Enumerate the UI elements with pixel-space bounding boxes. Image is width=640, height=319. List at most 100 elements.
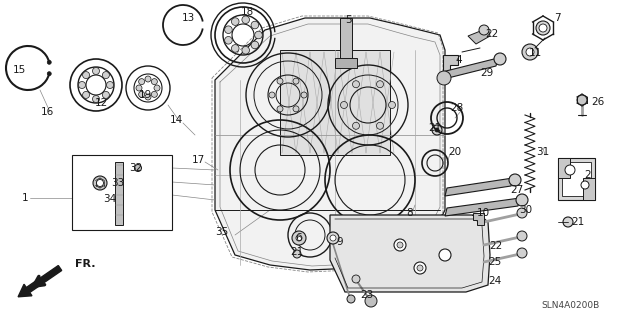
Circle shape bbox=[301, 92, 307, 98]
Polygon shape bbox=[583, 178, 595, 200]
Text: FR.: FR. bbox=[75, 259, 95, 269]
Circle shape bbox=[388, 101, 396, 108]
Circle shape bbox=[242, 16, 250, 24]
Circle shape bbox=[347, 295, 355, 303]
Text: SLN4A0200B: SLN4A0200B bbox=[541, 300, 599, 309]
Text: 13: 13 bbox=[181, 13, 195, 23]
Text: 12: 12 bbox=[94, 98, 108, 108]
Circle shape bbox=[134, 165, 141, 172]
Circle shape bbox=[432, 125, 442, 135]
Circle shape bbox=[139, 79, 145, 85]
Circle shape bbox=[225, 36, 232, 44]
Circle shape bbox=[93, 68, 99, 75]
Text: 21: 21 bbox=[291, 247, 303, 257]
Text: 14: 14 bbox=[170, 115, 182, 125]
Circle shape bbox=[435, 128, 439, 132]
Circle shape bbox=[517, 231, 527, 241]
Circle shape bbox=[577, 95, 587, 105]
Circle shape bbox=[494, 53, 506, 65]
Text: 20: 20 bbox=[449, 147, 461, 157]
Circle shape bbox=[536, 21, 550, 35]
Circle shape bbox=[79, 81, 86, 88]
Text: 23: 23 bbox=[360, 290, 374, 300]
Text: 9: 9 bbox=[337, 237, 343, 247]
Circle shape bbox=[136, 85, 142, 91]
Circle shape bbox=[376, 122, 383, 129]
Circle shape bbox=[296, 235, 302, 241]
Text: 33: 33 bbox=[111, 178, 125, 188]
Circle shape bbox=[327, 232, 339, 244]
Text: 24: 24 bbox=[488, 276, 502, 286]
Circle shape bbox=[517, 208, 527, 218]
Text: 34: 34 bbox=[104, 194, 116, 204]
Polygon shape bbox=[445, 178, 513, 196]
Polygon shape bbox=[440, 58, 498, 80]
Circle shape bbox=[102, 92, 109, 98]
Circle shape bbox=[292, 231, 306, 245]
Circle shape bbox=[565, 165, 575, 175]
Text: 31: 31 bbox=[536, 147, 550, 157]
Circle shape bbox=[47, 60, 51, 64]
Bar bbox=[72, 155, 172, 230]
Circle shape bbox=[255, 31, 262, 39]
Circle shape bbox=[516, 194, 528, 206]
Polygon shape bbox=[468, 28, 490, 44]
FancyArrow shape bbox=[18, 265, 61, 297]
Text: 21: 21 bbox=[428, 123, 442, 133]
Circle shape bbox=[293, 78, 299, 84]
Text: 7: 7 bbox=[554, 13, 560, 23]
Circle shape bbox=[479, 25, 489, 35]
Text: 30: 30 bbox=[520, 205, 532, 215]
Text: 22: 22 bbox=[490, 241, 502, 251]
Circle shape bbox=[93, 176, 107, 190]
Text: 27: 27 bbox=[510, 185, 524, 195]
Circle shape bbox=[145, 94, 151, 100]
Polygon shape bbox=[473, 213, 484, 225]
Polygon shape bbox=[215, 18, 445, 270]
Circle shape bbox=[563, 217, 573, 227]
Text: 25: 25 bbox=[488, 257, 502, 267]
Circle shape bbox=[293, 250, 301, 258]
Polygon shape bbox=[280, 50, 390, 155]
Circle shape bbox=[242, 47, 250, 54]
Text: 19: 19 bbox=[138, 90, 152, 100]
Circle shape bbox=[251, 41, 259, 49]
Circle shape bbox=[83, 92, 90, 98]
Polygon shape bbox=[335, 58, 357, 68]
Text: 35: 35 bbox=[216, 227, 228, 237]
Text: 2: 2 bbox=[585, 170, 591, 180]
Circle shape bbox=[277, 78, 283, 84]
Polygon shape bbox=[445, 198, 520, 216]
Circle shape bbox=[232, 18, 239, 26]
Circle shape bbox=[352, 275, 360, 283]
Polygon shape bbox=[443, 55, 458, 75]
Text: 1: 1 bbox=[22, 193, 28, 203]
Text: 8: 8 bbox=[406, 208, 413, 218]
Circle shape bbox=[397, 242, 403, 248]
Text: 10: 10 bbox=[476, 208, 490, 218]
Circle shape bbox=[139, 91, 145, 97]
Circle shape bbox=[414, 262, 426, 274]
Text: 26: 26 bbox=[591, 97, 605, 107]
Circle shape bbox=[154, 85, 160, 91]
Circle shape bbox=[376, 81, 383, 88]
Text: 17: 17 bbox=[191, 155, 205, 165]
Circle shape bbox=[581, 181, 589, 189]
Text: 5: 5 bbox=[346, 15, 352, 25]
Polygon shape bbox=[558, 158, 595, 200]
Text: 15: 15 bbox=[12, 65, 26, 75]
Circle shape bbox=[437, 71, 451, 85]
Polygon shape bbox=[115, 162, 123, 225]
Polygon shape bbox=[562, 162, 591, 196]
Circle shape bbox=[251, 21, 259, 29]
Circle shape bbox=[225, 26, 232, 33]
Circle shape bbox=[152, 79, 157, 85]
Circle shape bbox=[232, 45, 239, 52]
Circle shape bbox=[83, 71, 90, 78]
Circle shape bbox=[365, 295, 377, 307]
Circle shape bbox=[353, 81, 360, 88]
Text: 6: 6 bbox=[296, 233, 302, 243]
Circle shape bbox=[97, 180, 104, 187]
Circle shape bbox=[509, 174, 521, 186]
Polygon shape bbox=[340, 18, 352, 60]
